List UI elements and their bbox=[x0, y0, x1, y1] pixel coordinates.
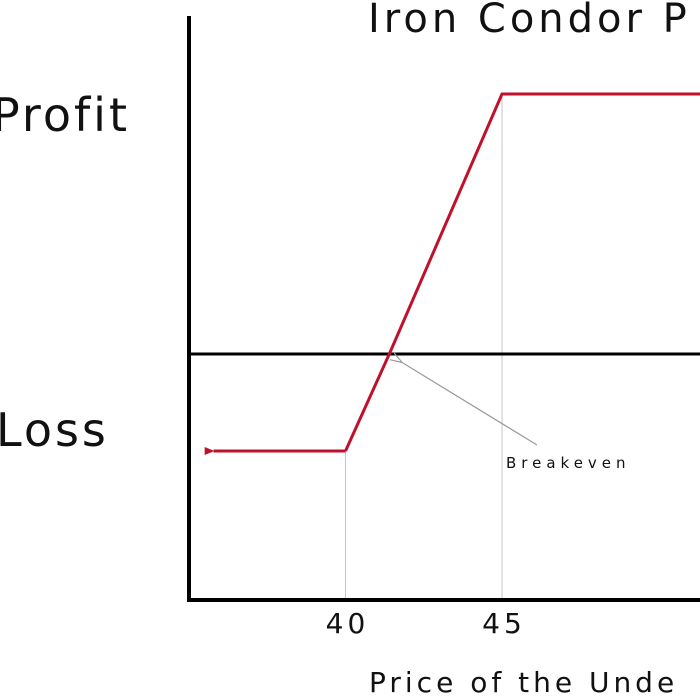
chart-title: Iron Condor P bbox=[368, 0, 691, 42]
breakeven-label: Breakeven bbox=[506, 454, 631, 472]
breakeven-arrow bbox=[401, 362, 538, 446]
payoff-line bbox=[344, 92, 700, 452]
profit-label: Profit bbox=[0, 88, 130, 142]
x-tick-labels: 40 45 bbox=[326, 607, 526, 640]
x-tick-label-45: 45 bbox=[482, 607, 526, 640]
x-axis-label: Price of the Unde bbox=[369, 666, 678, 699]
x-tick-label-40: 40 bbox=[326, 607, 370, 640]
loss-label: Loss bbox=[0, 403, 109, 457]
